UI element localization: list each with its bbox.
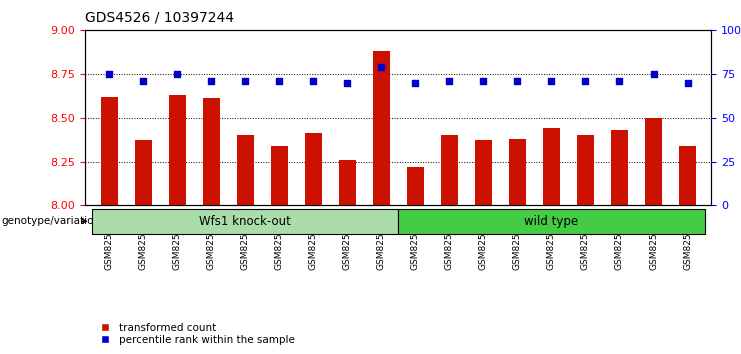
Bar (543, 128, 560, 205)
Bar (305, 133, 322, 205)
Point (511, 78, 523, 84)
Bar (373, 51, 390, 205)
Point (648, 71, 659, 77)
Point (443, 78, 455, 84)
Point (103, 71, 115, 77)
Point (342, 80, 353, 86)
Point (376, 64, 388, 70)
Point (273, 78, 285, 84)
Point (171, 71, 183, 77)
Bar (441, 135, 458, 205)
Point (239, 78, 251, 84)
Legend: transformed count, percentile rank within the sample: transformed count, percentile rank withi… (90, 319, 299, 349)
Bar (645, 118, 662, 205)
Bar (169, 95, 185, 205)
Point (614, 78, 625, 84)
Bar (339, 160, 356, 205)
Text: Wfs1 knock-out: Wfs1 knock-out (199, 215, 291, 228)
Bar (135, 141, 152, 205)
Point (137, 78, 149, 84)
Bar (475, 141, 492, 205)
Point (205, 78, 217, 84)
Point (477, 78, 489, 84)
Bar (101, 97, 118, 205)
Bar (509, 139, 526, 205)
Bar (577, 135, 594, 205)
Bar (407, 167, 424, 205)
Bar (679, 146, 696, 205)
Text: GDS4526 / 10397244: GDS4526 / 10397244 (85, 11, 234, 25)
Bar (270, 146, 288, 205)
Point (308, 78, 319, 84)
Text: genotype/variation: genotype/variation (1, 216, 101, 226)
Point (409, 80, 421, 86)
Bar (236, 135, 253, 205)
Bar (611, 130, 628, 205)
Text: wild type: wild type (525, 215, 579, 228)
Point (682, 80, 694, 86)
Point (545, 78, 557, 84)
Point (579, 78, 591, 84)
Bar (202, 98, 219, 205)
